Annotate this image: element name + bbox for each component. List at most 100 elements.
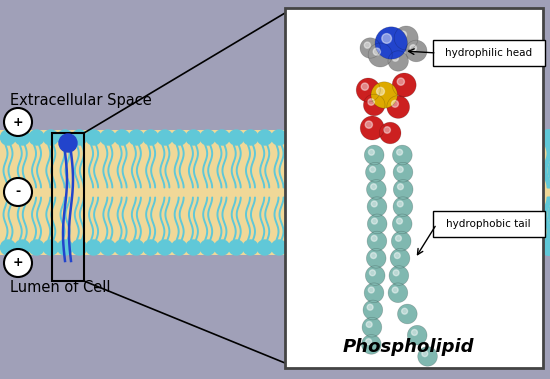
Circle shape	[59, 134, 77, 152]
Circle shape	[186, 240, 201, 255]
Circle shape	[86, 240, 101, 255]
Circle shape	[356, 78, 380, 102]
Circle shape	[72, 240, 87, 255]
Circle shape	[393, 270, 399, 276]
Text: Phospholipid: Phospholipid	[343, 338, 475, 356]
Circle shape	[200, 130, 215, 145]
Circle shape	[143, 240, 158, 255]
Circle shape	[157, 130, 172, 145]
Circle shape	[29, 130, 44, 145]
Circle shape	[364, 145, 384, 165]
Circle shape	[541, 130, 550, 145]
Circle shape	[388, 283, 408, 302]
Circle shape	[72, 130, 87, 145]
Circle shape	[399, 31, 406, 38]
Circle shape	[172, 240, 186, 255]
Circle shape	[370, 166, 376, 172]
Circle shape	[392, 100, 398, 107]
Circle shape	[393, 145, 412, 165]
Circle shape	[368, 99, 375, 105]
Circle shape	[229, 240, 244, 255]
Circle shape	[375, 27, 408, 59]
Circle shape	[371, 235, 377, 241]
Circle shape	[542, 130, 550, 145]
Circle shape	[143, 130, 158, 145]
Circle shape	[15, 240, 30, 255]
Circle shape	[387, 96, 410, 118]
Circle shape	[243, 130, 258, 145]
Circle shape	[114, 130, 130, 145]
Circle shape	[367, 304, 373, 310]
Circle shape	[392, 287, 398, 293]
Circle shape	[366, 339, 372, 345]
Circle shape	[257, 130, 272, 145]
Circle shape	[4, 108, 32, 136]
Circle shape	[405, 40, 427, 62]
Circle shape	[392, 55, 398, 61]
Text: +: +	[13, 257, 23, 269]
Circle shape	[371, 253, 376, 258]
Circle shape	[15, 130, 30, 145]
Circle shape	[398, 304, 417, 324]
Circle shape	[360, 116, 384, 140]
Circle shape	[371, 218, 377, 224]
Circle shape	[100, 130, 116, 145]
Circle shape	[214, 240, 229, 255]
Circle shape	[360, 38, 381, 58]
Circle shape	[397, 166, 403, 172]
Circle shape	[243, 240, 258, 255]
Circle shape	[541, 240, 550, 255]
Circle shape	[377, 87, 384, 95]
Text: +: +	[13, 116, 23, 128]
Circle shape	[368, 287, 374, 293]
Circle shape	[364, 283, 384, 302]
Text: Extracellular Space: Extracellular Space	[10, 93, 152, 108]
Circle shape	[229, 130, 244, 145]
Circle shape	[541, 130, 550, 145]
Circle shape	[541, 240, 550, 255]
FancyBboxPatch shape	[433, 40, 544, 66]
Circle shape	[408, 325, 427, 345]
Circle shape	[373, 48, 381, 55]
Circle shape	[368, 149, 375, 155]
Circle shape	[4, 249, 32, 277]
Circle shape	[384, 127, 390, 133]
Circle shape	[129, 130, 144, 145]
Circle shape	[397, 78, 404, 85]
Circle shape	[390, 249, 410, 268]
Circle shape	[392, 73, 416, 97]
Circle shape	[86, 130, 101, 145]
Circle shape	[371, 82, 398, 108]
Text: hydrophobic tail: hydrophobic tail	[447, 219, 531, 229]
Circle shape	[393, 162, 413, 182]
FancyBboxPatch shape	[285, 8, 543, 368]
Circle shape	[214, 130, 229, 145]
Text: hydrophilic head: hydrophilic head	[445, 48, 532, 58]
Circle shape	[543, 240, 550, 255]
Circle shape	[398, 184, 403, 190]
Circle shape	[543, 130, 550, 145]
FancyBboxPatch shape	[433, 211, 544, 237]
Circle shape	[114, 240, 130, 255]
Circle shape	[392, 231, 411, 251]
Circle shape	[43, 240, 58, 255]
Circle shape	[172, 130, 186, 145]
Circle shape	[367, 197, 387, 216]
Circle shape	[272, 130, 287, 145]
Circle shape	[1, 240, 15, 255]
Circle shape	[394, 26, 418, 50]
Circle shape	[367, 231, 387, 251]
Circle shape	[422, 351, 428, 357]
Circle shape	[361, 335, 381, 354]
Circle shape	[410, 45, 416, 51]
Circle shape	[370, 270, 376, 276]
Circle shape	[417, 346, 437, 366]
Circle shape	[368, 43, 392, 67]
Circle shape	[366, 321, 372, 327]
Circle shape	[543, 240, 550, 255]
Circle shape	[411, 329, 417, 335]
Circle shape	[272, 240, 287, 255]
Circle shape	[186, 130, 201, 145]
Text: Lumen of Cell: Lumen of Cell	[10, 280, 111, 295]
Circle shape	[367, 214, 387, 234]
